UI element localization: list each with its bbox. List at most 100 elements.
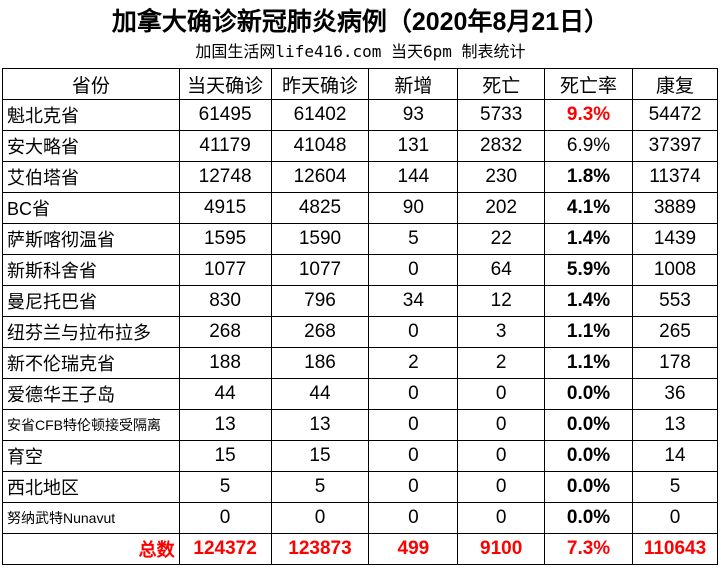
value-cell: 0 bbox=[457, 409, 546, 441]
value-cell: 1595 bbox=[178, 223, 272, 255]
table-row: 西北地区 5 5 0 0 0.0% 5 bbox=[2, 471, 719, 503]
value-cell: 796 bbox=[270, 285, 370, 317]
value-cell: 36 bbox=[631, 378, 719, 410]
value-cell: 188 bbox=[178, 347, 272, 379]
table-row: 曼尼托巴省 830 796 34 12 1.4% 553 bbox=[2, 285, 719, 317]
column-header: 康复 bbox=[631, 68, 719, 100]
value-cell: 0 bbox=[368, 254, 459, 286]
column-header: 省份 bbox=[2, 68, 180, 100]
value-cell: 0.0% bbox=[544, 471, 633, 503]
province-cell: BC省 bbox=[2, 192, 180, 224]
value-cell: 5 bbox=[178, 471, 272, 503]
value-cell: 41179 bbox=[178, 130, 272, 162]
value-cell: 34 bbox=[368, 285, 459, 317]
value-cell: 0 bbox=[457, 502, 546, 534]
value-cell: 3889 bbox=[631, 192, 719, 224]
value-cell: 0 bbox=[631, 502, 719, 534]
header-row: 省份 当天确诊 昨天确诊 新增 死亡 死亡率 康复 bbox=[2, 68, 719, 100]
value-cell: 15 bbox=[270, 440, 370, 472]
value-cell: 1077 bbox=[178, 254, 272, 286]
total-value: 9100 bbox=[457, 533, 546, 565]
value-cell: 0 bbox=[368, 471, 459, 503]
province-cell: 育空 bbox=[2, 440, 180, 472]
province-cell: 爱德华王子岛 bbox=[2, 378, 180, 410]
value-cell: 202 bbox=[457, 192, 546, 224]
value-cell: 0 bbox=[368, 440, 459, 472]
value-cell: 0.0% bbox=[544, 502, 633, 534]
value-cell: 1.1% bbox=[544, 347, 633, 379]
province-cell: 新斯科舍省 bbox=[2, 254, 180, 286]
total-value: 124372 bbox=[178, 533, 272, 565]
province-cell: 安省CFB特伦顿接受隔离 bbox=[2, 409, 180, 441]
column-header: 死亡 bbox=[457, 68, 546, 100]
value-cell: 1.8% bbox=[544, 161, 633, 193]
value-cell: 1.1% bbox=[544, 316, 633, 348]
province-cell: 艾伯塔省 bbox=[2, 161, 180, 193]
value-cell: 265 bbox=[631, 316, 719, 348]
value-cell: 0 bbox=[270, 502, 370, 534]
table-row: 新不伦瑞克省 188 186 2 2 1.1% 178 bbox=[2, 347, 719, 379]
province-cell: 魁北克省 bbox=[2, 99, 180, 131]
page-title: 加拿大确诊新冠肺炎病例（2020年8月21日） bbox=[111, 8, 610, 36]
value-cell: 15 bbox=[178, 440, 272, 472]
column-header: 当天确诊 bbox=[178, 68, 272, 100]
total-value: 7.3% bbox=[544, 533, 633, 565]
value-cell: 4.1% bbox=[544, 192, 633, 224]
value-cell: 5 bbox=[368, 223, 459, 255]
value-cell: 1.4% bbox=[544, 285, 633, 317]
value-cell: 9.3% bbox=[544, 99, 633, 131]
value-cell: 268 bbox=[270, 316, 370, 348]
value-cell: 0 bbox=[368, 316, 459, 348]
table-row: BC省 4915 4825 90 202 4.1% 3889 bbox=[2, 192, 719, 224]
table-row: 萨斯喀彻温省 1595 1590 5 22 1.4% 1439 bbox=[2, 223, 719, 255]
value-cell: 64 bbox=[457, 254, 546, 286]
table-row: 爱德华王子岛 44 44 0 0 0.0% 36 bbox=[2, 378, 719, 410]
value-cell: 90 bbox=[368, 192, 459, 224]
value-cell: 1008 bbox=[631, 254, 719, 286]
table-row: 纽芬兰与拉布拉多 268 268 0 3 1.1% 265 bbox=[2, 316, 719, 348]
value-cell: 0.0% bbox=[544, 378, 633, 410]
value-cell: 12 bbox=[457, 285, 546, 317]
value-cell: 3 bbox=[457, 316, 546, 348]
total-row: 总数 124372 123873 499 9100 7.3% 110643 bbox=[2, 533, 719, 565]
value-cell: 2 bbox=[368, 347, 459, 379]
value-cell: 11374 bbox=[631, 161, 719, 193]
value-cell: 41048 bbox=[270, 130, 370, 162]
value-cell: 22 bbox=[457, 223, 546, 255]
value-cell: 1439 bbox=[631, 223, 719, 255]
province-cell: 曼尼托巴省 bbox=[2, 285, 180, 317]
value-cell: 61402 bbox=[270, 99, 370, 131]
page-subtitle: 加国生活网life416.com 当天6pm 制表统计 bbox=[195, 42, 526, 61]
table-row: 艾伯塔省 12748 12604 144 230 1.8% 11374 bbox=[2, 161, 719, 193]
value-cell: 1590 bbox=[270, 223, 370, 255]
value-cell: 4915 bbox=[178, 192, 272, 224]
value-cell: 4825 bbox=[270, 192, 370, 224]
value-cell: 178 bbox=[631, 347, 719, 379]
value-cell: 44 bbox=[270, 378, 370, 410]
value-cell: 230 bbox=[457, 161, 546, 193]
province-cell: 努纳武特Nunavut bbox=[2, 502, 180, 534]
value-cell: 186 bbox=[270, 347, 370, 379]
value-cell: 6.9% bbox=[544, 130, 633, 162]
value-cell: 0 bbox=[457, 471, 546, 503]
value-cell: 0 bbox=[368, 378, 459, 410]
province-cell: 新不伦瑞克省 bbox=[2, 347, 180, 379]
value-cell: 93 bbox=[368, 99, 459, 131]
value-cell: 37397 bbox=[631, 130, 719, 162]
table-row: 魁北克省 61495 61402 93 5733 9.3% 54472 bbox=[2, 99, 719, 131]
table-row: 育空 15 15 0 0 0.0% 14 bbox=[2, 440, 719, 472]
value-cell: 0 bbox=[457, 440, 546, 472]
value-cell: 0 bbox=[178, 502, 272, 534]
value-cell: 268 bbox=[178, 316, 272, 348]
total-value: 110643 bbox=[631, 533, 719, 565]
province-cell: 萨斯喀彻温省 bbox=[2, 223, 180, 255]
table-row: 安大略省 41179 41048 131 2832 6.9% 37397 bbox=[2, 130, 719, 162]
value-cell: 14 bbox=[631, 440, 719, 472]
value-cell: 1.4% bbox=[544, 223, 633, 255]
value-cell: 0.0% bbox=[544, 409, 633, 441]
cases-table: 省份 当天确诊 昨天确诊 新增 死亡 死亡率 康复 魁北克省 61495 61402 93 5733… bbox=[2, 68, 719, 565]
value-cell: 553 bbox=[631, 285, 719, 317]
province-cell: 纽芬兰与拉布拉多 bbox=[2, 316, 180, 348]
value-cell: 2832 bbox=[457, 130, 546, 162]
total-label: 总数 bbox=[2, 533, 180, 565]
